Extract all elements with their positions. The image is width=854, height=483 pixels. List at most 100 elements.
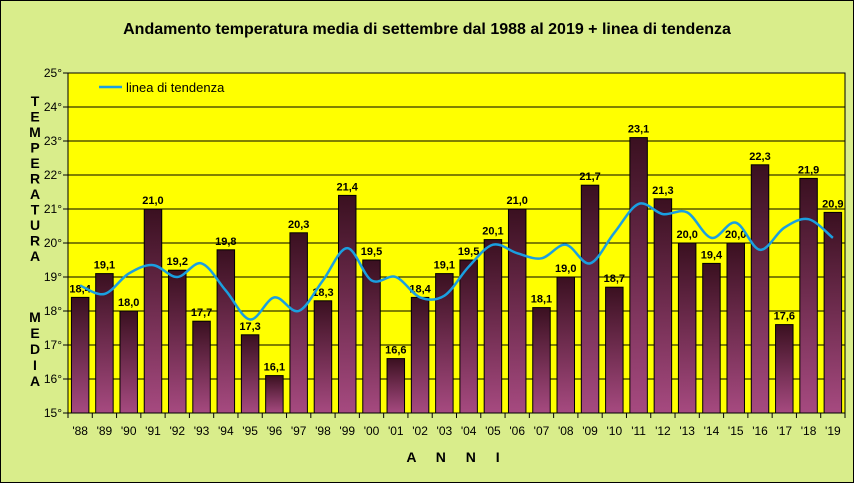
x-axis-ticks: '88 '89 '90 '91 '92 '93 '94 '95 '96 '97 '98 '99 '00 '… (67, 413, 846, 438)
bar (726, 242, 745, 414)
bar (750, 164, 770, 414)
x-tick-label: '19 (825, 424, 841, 438)
y-tick-label: 16° (44, 372, 62, 386)
bar-value-label: 18,4 (69, 283, 91, 295)
x-tick-label: '02 (412, 424, 428, 438)
x-tick-label: '13 (679, 424, 695, 438)
x-tick-label: '92 (169, 424, 185, 438)
x-tick-label: '12 (655, 424, 671, 438)
bar-value-label: 22,3 (749, 151, 770, 163)
bar-value-label: 19,1 (94, 260, 115, 272)
bar (702, 262, 721, 414)
bar (362, 259, 381, 414)
y-tick-label: 15° (44, 406, 62, 420)
bar (605, 286, 624, 414)
bar-value-label: 21,0 (142, 195, 163, 207)
x-tick-label: '96 (267, 424, 283, 438)
bar (629, 137, 648, 414)
bars (70, 137, 843, 414)
bar-value-label: 21,9 (798, 164, 819, 176)
x-tick-label: '16 (752, 424, 768, 438)
x-tick-label: '95 (242, 424, 258, 438)
bar-value-label: 17,3 (239, 321, 260, 333)
x-tick-label: '07 (534, 424, 550, 438)
bar (95, 273, 114, 414)
bar (70, 296, 90, 414)
bar (580, 184, 600, 414)
bar-labels: 18,419,118,021,019,217,719,817,316,120,3… (69, 124, 843, 374)
y-tick-label: 18° (44, 304, 62, 318)
bar-value-label: 18,0 (118, 297, 139, 309)
bar (483, 239, 503, 414)
x-tick-label: '98 (315, 424, 331, 438)
bar-value-label: 21,7 (579, 171, 600, 183)
bar (823, 211, 843, 414)
bar (775, 324, 794, 414)
bar-value-label: 19,0 (555, 263, 576, 275)
bar-value-label: 19,5 (458, 246, 479, 258)
bar (313, 300, 333, 414)
chart-title: Andamento temperatura media di settembre… (123, 21, 731, 38)
x-tick-label: '03 (437, 424, 453, 438)
y-tick-label: 21° (44, 202, 62, 216)
x-tick-label: '14 (704, 424, 720, 438)
y-tick-label: 25° (44, 66, 62, 80)
x-tick-label: '05 (485, 424, 501, 438)
x-tick-label: '01 (388, 424, 404, 438)
bar (410, 296, 430, 414)
x-tick-label: '18 (801, 424, 817, 438)
x-tick-label: '97 (291, 424, 307, 438)
x-tick-label: '91 (145, 424, 161, 438)
bar-value-label: 20,1 (482, 226, 503, 238)
x-tick-label: '00 (364, 424, 380, 438)
bar (337, 194, 357, 414)
bar-value-label: 23,1 (628, 124, 649, 136)
bar (799, 177, 818, 414)
bar-value-label: 18,1 (531, 294, 552, 306)
y-tick-label: 24° (44, 100, 62, 114)
bar-value-label: 21,3 (652, 185, 673, 197)
bar-value-label: 19,8 (215, 236, 236, 248)
y-tick-label: 22° (44, 168, 62, 182)
legend-label: linea di tendenza (126, 80, 225, 95)
bar-value-label: 20,9 (822, 198, 843, 210)
x-tick-label: '90 (121, 424, 137, 438)
y-tick-label: 17° (44, 338, 62, 352)
x-tick-label: '06 (509, 424, 525, 438)
bar-value-label: 20,0 (725, 229, 746, 241)
x-tick-label: '04 (461, 424, 477, 438)
bar (459, 259, 478, 414)
bar (119, 310, 138, 414)
bar (168, 269, 187, 414)
y-tick-label: 23° (44, 134, 62, 148)
bar (265, 375, 284, 414)
bar (386, 358, 406, 414)
bar (192, 320, 211, 414)
x-tick-label: '17 (776, 424, 792, 438)
x-tick-label: '88 (72, 424, 88, 438)
bar-value-label: 21,0 (506, 195, 527, 207)
bar-value-label: 17,7 (191, 307, 212, 319)
x-tick-label: '09 (582, 424, 598, 438)
x-tick-label: '93 (194, 424, 210, 438)
bar (289, 232, 308, 414)
bar (435, 273, 454, 414)
y-tick-label: 20° (44, 236, 62, 250)
bar-value-label: 19,5 (361, 246, 382, 258)
bar-value-label: 16,1 (264, 362, 285, 374)
trend-line (79, 202, 834, 321)
bar-value-label: 19,4 (701, 249, 723, 261)
bar-value-label: 16,6 (385, 345, 406, 357)
bar-value-label: 19,2 (167, 256, 188, 268)
bar (556, 276, 576, 414)
x-tick-label: '15 (728, 424, 744, 438)
bar (507, 208, 527, 414)
x-tick-label: '99 (339, 424, 355, 438)
bar (240, 334, 260, 414)
